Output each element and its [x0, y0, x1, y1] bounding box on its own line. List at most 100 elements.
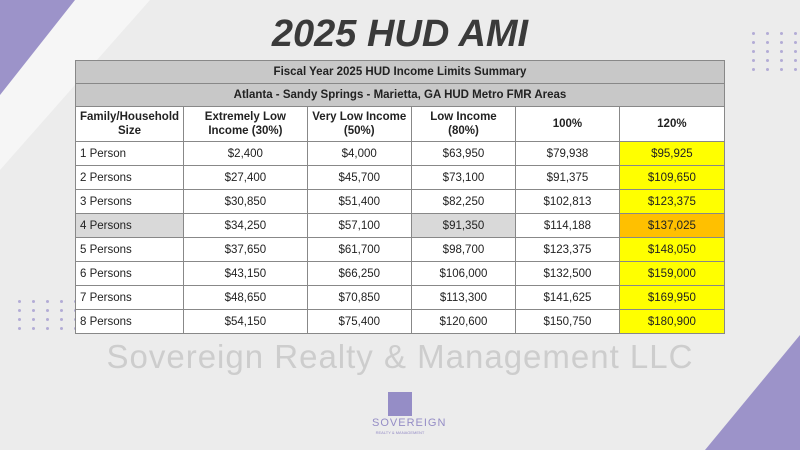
income-cell: $79,938 [515, 141, 620, 166]
dot [794, 50, 797, 53]
page-title: 2025 HUD AMI [271, 13, 529, 55]
column-header: 100% [515, 106, 620, 142]
dot [752, 32, 755, 35]
dot [18, 327, 21, 330]
income-cell: $48,650 [183, 285, 308, 310]
household-size-cell: 4 Persons [74, 213, 185, 238]
dot [46, 318, 49, 321]
dot [780, 68, 783, 71]
income-cell: $169,950 [618, 285, 726, 310]
dot [780, 59, 783, 62]
income-cell: $102,813 [515, 189, 620, 214]
column-header: Low Income (80%) [410, 106, 517, 142]
dot [18, 300, 21, 303]
income-cell: $137,025 [618, 213, 726, 238]
household-size-cell: 8 Persons [74, 309, 185, 334]
dot [60, 327, 63, 330]
income-cell: $70,850 [306, 285, 412, 310]
dot [32, 318, 35, 321]
dot [780, 41, 783, 44]
income-cell: $37,650 [183, 237, 308, 262]
dot [752, 41, 755, 44]
income-cell: $123,375 [618, 189, 726, 214]
dot [46, 300, 49, 303]
decor-dots [752, 32, 800, 71]
income-cell: $91,350 [410, 213, 517, 238]
income-cell: $43,150 [183, 261, 308, 286]
income-cell: $63,950 [410, 141, 517, 166]
income-cell: $75,400 [306, 309, 412, 334]
column-header: Very Low Income (50%) [306, 106, 412, 142]
household-size-cell: 6 Persons [74, 261, 185, 286]
dot [794, 59, 797, 62]
income-cell: $180,900 [618, 309, 726, 334]
dot [794, 32, 797, 35]
dot [766, 41, 769, 44]
dot [60, 309, 63, 312]
dot [766, 32, 769, 35]
dot [752, 50, 755, 53]
dot [32, 309, 35, 312]
column-header: Family/Household Size [74, 106, 185, 142]
decor-triangle-bottom-right [705, 335, 800, 450]
income-cell: $120,600 [410, 309, 517, 334]
decor-dots [18, 300, 82, 330]
income-cell: $159,000 [618, 261, 726, 286]
dot [60, 318, 63, 321]
table-row: 2 Persons $27,400 $45,700 $73,100 $91,375 $10… [74, 165, 726, 190]
logo: SOVEREIGN REALTY & MANAGEMENT [372, 392, 447, 436]
income-cell: $27,400 [183, 165, 308, 190]
income-cell: $141,625 [515, 285, 620, 310]
column-header: Extremely Low Income (30%) [183, 106, 308, 142]
income-cell: $73,100 [410, 165, 517, 190]
dot [18, 318, 21, 321]
table-subtitle: Atlanta - Sandy Springs - Marietta, GA H… [75, 83, 725, 107]
dot [766, 68, 769, 71]
table-row: 7 Persons $48,650 $70,850 $113,300 $141,625 $… [74, 285, 726, 310]
income-cell: $114,188 [515, 213, 620, 238]
dot [766, 59, 769, 62]
dot [32, 327, 35, 330]
column-header: 120% [618, 106, 726, 142]
dot [46, 327, 49, 330]
dot [60, 300, 63, 303]
income-cell: $4,000 [306, 141, 412, 166]
dot [18, 309, 21, 312]
dot [780, 32, 783, 35]
decor-triangle-top-left [0, 0, 75, 95]
table-row: 6 Persons $43,150 $66,250 $106,000 $132,500 $… [74, 261, 726, 286]
income-cell: $95,925 [618, 141, 726, 166]
dot [752, 59, 755, 62]
income-cell: $106,000 [410, 261, 517, 286]
income-cell: $132,500 [515, 261, 620, 286]
table-row: 8 Persons $54,150 $75,400 $120,600 $150,750 $… [74, 309, 726, 334]
household-size-cell: 1 Person [74, 141, 185, 166]
table-title: Fiscal Year 2025 HUD Income Limits Summa… [75, 60, 725, 84]
income-cell: $51,400 [306, 189, 412, 214]
income-cell: $66,250 [306, 261, 412, 286]
logo-name: SOVEREIGN [372, 417, 447, 429]
income-cell: $61,700 [306, 237, 412, 262]
income-cell: $150,750 [515, 309, 620, 334]
household-size-cell: 3 Persons [74, 189, 185, 214]
dot [752, 68, 755, 71]
dot [32, 300, 35, 303]
dot [46, 309, 49, 312]
dot [794, 68, 797, 71]
table-row: 3 Persons $30,850 $51,400 $82,250 $102,813 $1… [74, 189, 726, 214]
logo-tagline: REALTY & MANAGEMENT [375, 430, 425, 435]
income-cell: $57,100 [306, 213, 412, 238]
income-cell: $113,300 [410, 285, 517, 310]
income-limits-table: Fiscal Year 2025 HUD Income Limits Summa… [74, 60, 726, 334]
income-cell: $82,250 [410, 189, 517, 214]
income-cell: $34,250 [183, 213, 308, 238]
crown-icon [388, 392, 412, 416]
income-cell: $148,050 [618, 237, 726, 262]
household-size-cell: 7 Persons [74, 285, 185, 310]
table-row: 4 Persons $34,250 $57,100 $91,350 $114,188 $1… [74, 213, 726, 238]
table-row: 5 Persons $37,650 $61,700 $98,700 $123,375 $1… [74, 237, 726, 262]
dot [794, 41, 797, 44]
income-cell: $91,375 [515, 165, 620, 190]
income-cell: $109,650 [618, 165, 726, 190]
income-cell: $30,850 [183, 189, 308, 214]
